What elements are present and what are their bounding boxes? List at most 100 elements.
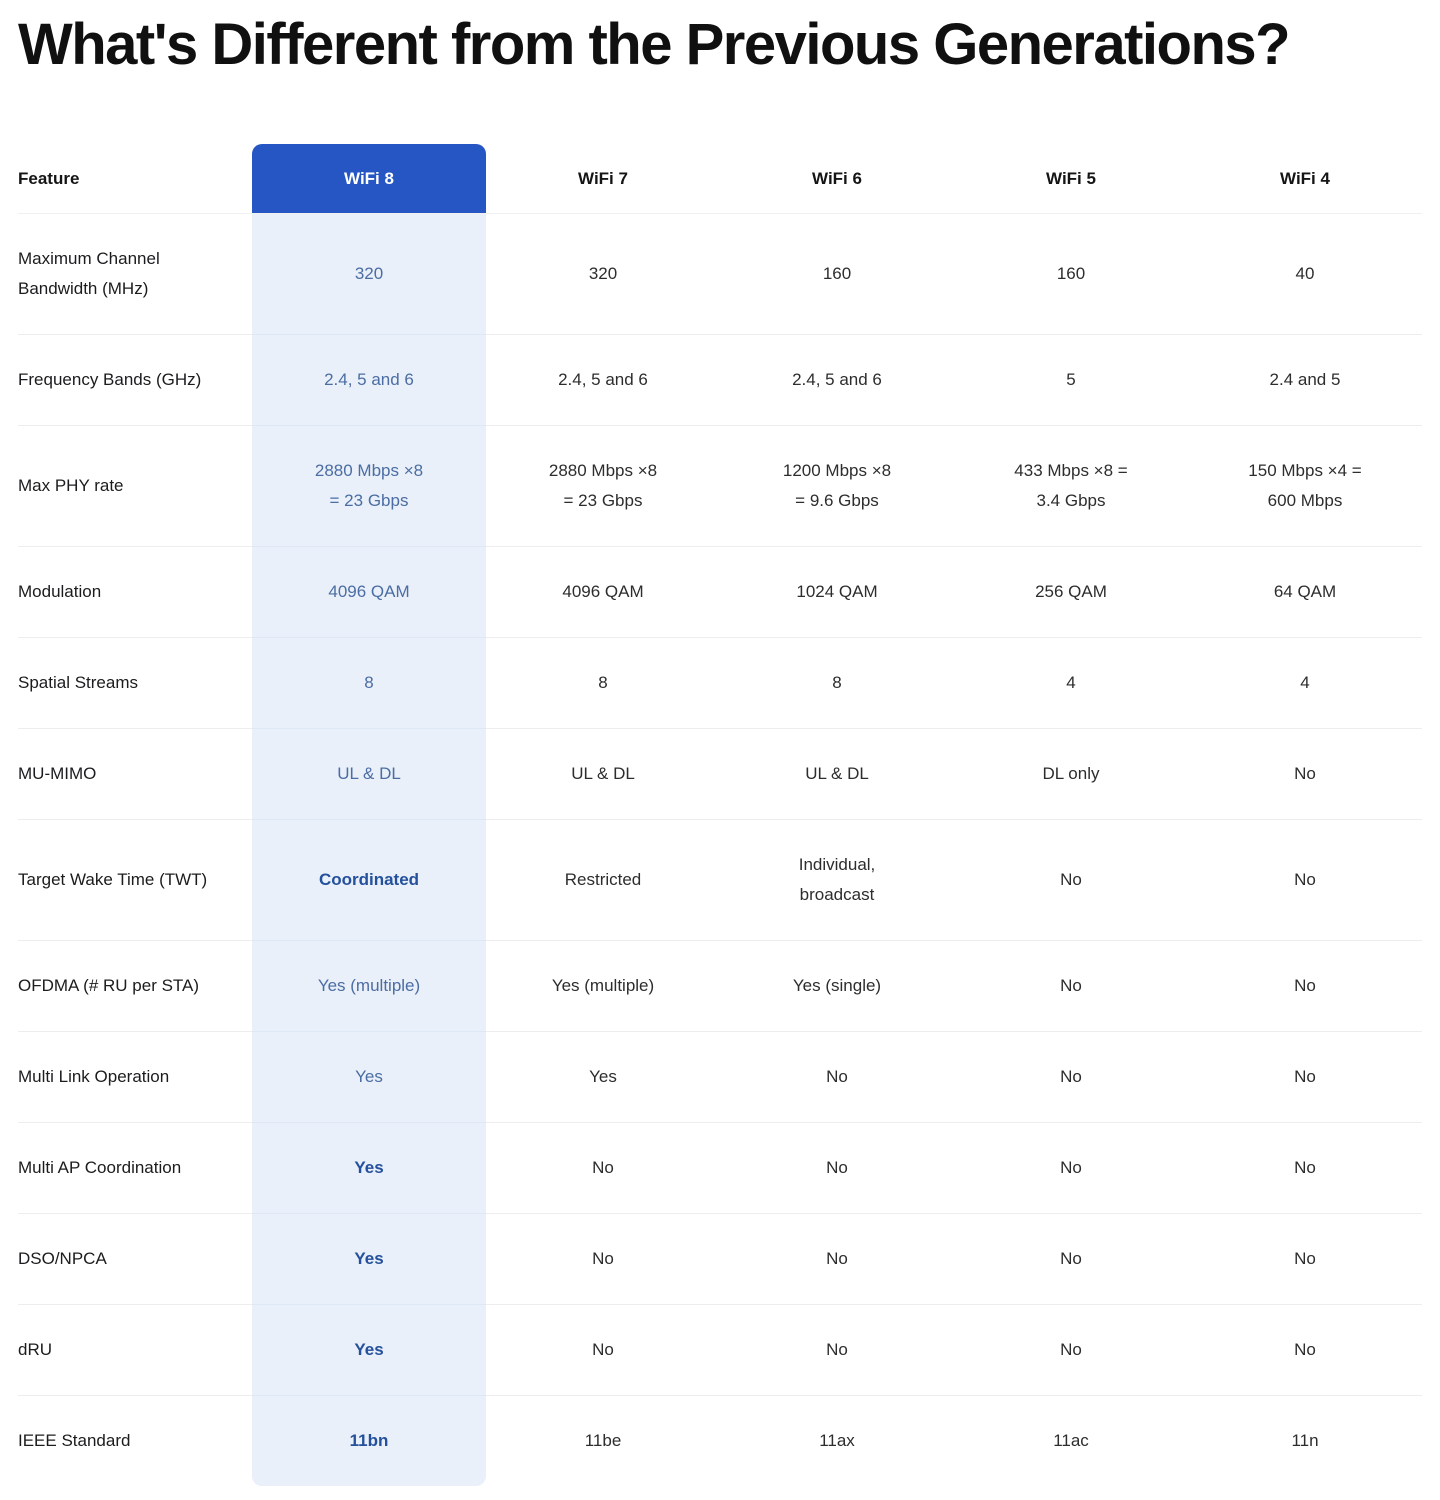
- wifi4-value-cell: 40: [1188, 214, 1422, 336]
- feature-label: Multi Link Operation: [18, 1032, 252, 1124]
- feature-label-text: MU-MIMO: [18, 764, 97, 784]
- wifi4-value-cell: 64 QAM: [1188, 547, 1422, 639]
- table-body: Maximum Channel Bandwidth (MHz) 320 320 160…: [18, 214, 1422, 1487]
- table-row: Modulation 4096 QAM 4096 QAM 1024 QAM 256 QA…: [18, 547, 1422, 639]
- column-header-wifi4: WiFi 4: [1188, 144, 1422, 215]
- wifi5-value-cell: 160: [954, 214, 1188, 336]
- wifi8-value-cell: 2.4, 5 and 6: [252, 335, 486, 427]
- wifi7-value-cell: 4096 QAM: [486, 547, 720, 639]
- wifi6-value-cell: 11ax: [819, 1431, 855, 1451]
- wifi6-value-cell: UL & DL: [720, 729, 954, 821]
- wifi8-value-cell: UL & DL: [252, 729, 486, 821]
- column-header-wifi5: WiFi 5: [954, 144, 1188, 215]
- feature-label: Frequency Bands (GHz): [18, 335, 252, 427]
- wifi7-value-cell: UL & DL: [486, 729, 720, 821]
- feature-label: Maximum Channel Bandwidth (MHz): [18, 214, 252, 336]
- feature-label-text: Target Wake Time (TWT): [18, 870, 208, 890]
- wifi6-value-cell: 1200 Mbps ×8 = 9.6 Gbps: [720, 426, 954, 548]
- wifi4-value-cell: 150 Mbps ×4 = 600 Mbps: [1188, 426, 1422, 548]
- table-row: Maximum Channel Bandwidth (MHz) 320 320 160…: [18, 214, 1422, 336]
- feature-label: Modulation: [18, 547, 252, 639]
- comparison-table: Feature WiFi 8 WiFi 7 WiFi 6 WiFi 5 WiFi…: [18, 144, 1422, 1487]
- table-row: Target Wake Time (TWT) Coordinated Restric…: [18, 820, 1422, 942]
- page-title: What's Different from the Previous Gener…: [18, 12, 1291, 77]
- feature-label: IEEE Standard: [18, 1396, 252, 1486]
- wifi5-value-cell: 11ac: [1053, 1431, 1089, 1451]
- wifi4-value-cell: 4: [1188, 638, 1422, 730]
- wifi5-value-cell: No: [954, 1305, 1188, 1397]
- feature-label: dRU: [18, 1305, 252, 1397]
- feature-label-text: Maximum Channel Bandwidth (MHz): [18, 249, 160, 299]
- wifi8-value-cell: 2880 Mbps ×8 = 23 Gbps: [252, 426, 486, 548]
- wifi4-value-cell: No: [1188, 1032, 1422, 1124]
- column-header-wifi8: WiFi 8: [252, 144, 486, 215]
- wifi8-value-cell: Yes (multiple): [252, 941, 486, 1033]
- feature-label: Max PHY rate: [18, 426, 252, 548]
- feature-label: Target Wake Time (TWT): [18, 820, 252, 942]
- table-row: MU-MIMO UL & DL UL & DL UL & DL DL only No: [18, 729, 1422, 821]
- wifi5-value-cell: 5: [954, 335, 1188, 427]
- feature-label-text: Modulation: [18, 582, 102, 602]
- feature-label-text: Multi AP Coordination: [18, 1158, 182, 1178]
- feature-column-header: Feature: [18, 144, 252, 215]
- feature-label: DSO/NPCA: [18, 1214, 252, 1306]
- wifi7-value-cell: Yes: [486, 1032, 720, 1124]
- wifi5-value-cell: 4: [954, 638, 1188, 730]
- wifi7-value-cell: 2880 Mbps ×8 = 23 Gbps: [486, 426, 720, 548]
- feature-label-text: Max PHY rate: [18, 476, 124, 496]
- wifi5-value-cell: No: [954, 1123, 1188, 1215]
- table-row: Multi AP Coordination Yes No No No No: [18, 1123, 1422, 1215]
- feature-label-text: IEEE Standard: [18, 1431, 131, 1451]
- feature-label: Spatial Streams: [18, 638, 252, 730]
- feature-label: MU-MIMO: [18, 729, 252, 821]
- wifi8-value-cell: Yes: [252, 1214, 486, 1306]
- wifi6-value-cell: No: [720, 1123, 954, 1215]
- wifi6-value-cell: Individual, broadcast: [720, 820, 954, 942]
- table-row: IEEE Standard 11bn 11be 11ax 11ac 11n: [18, 1396, 1422, 1487]
- wifi7-value-cell: No: [486, 1305, 720, 1397]
- wifi6-value-cell: No: [720, 1214, 954, 1306]
- feature-label-text: DSO/NPCA: [18, 1249, 107, 1269]
- wifi4-value-cell: No: [1188, 1123, 1422, 1215]
- feature-label: OFDMA (# RU per STA): [18, 941, 252, 1033]
- wifi5-value-cell: DL only: [954, 729, 1188, 821]
- column-header-wifi6: WiFi 6: [720, 144, 954, 215]
- wifi4-value-cell: No: [1188, 1305, 1422, 1397]
- wifi5-value-cell: No: [954, 941, 1188, 1033]
- wifi4-value-cell: 11n: [1291, 1431, 1319, 1451]
- wifi8-value-cell: 11bn: [252, 1396, 486, 1487]
- wifi5-value-cell: 256 QAM: [954, 547, 1188, 639]
- wifi8-value-cell: Coordinated: [252, 820, 486, 942]
- feature-label-text: OFDMA (# RU per STA): [18, 976, 200, 996]
- column-header-wifi7: WiFi 7: [486, 144, 720, 215]
- wifi8-value-cell: 320: [252, 214, 486, 336]
- wifi6-value-cell: No: [720, 1032, 954, 1124]
- feature-label: Multi AP Coordination: [18, 1123, 252, 1215]
- wifi4-value-cell: 2.4 and 5: [1188, 335, 1422, 427]
- wifi6-value-cell: 1024 QAM: [720, 547, 954, 639]
- feature-label-text: Multi Link Operation: [18, 1067, 170, 1087]
- feature-label-text: Frequency Bands (GHz): [18, 370, 202, 390]
- wifi7-value-cell: No: [486, 1123, 720, 1215]
- wifi7-value-cell: Restricted: [486, 820, 720, 942]
- table-row: Max PHY rate 2880 Mbps ×8 = 23 Gbps 2880 M…: [18, 426, 1422, 548]
- wifi4-value-cell: No: [1188, 729, 1422, 821]
- table-header-row: Feature WiFi 8 WiFi 7 WiFi 6 WiFi 5 WiFi…: [18, 144, 1422, 215]
- feature-label-text: Spatial Streams: [18, 673, 138, 693]
- wifi4-value-cell: No: [1188, 1214, 1422, 1306]
- wifi8-value-cell: 8: [252, 638, 486, 730]
- wifi6-value-cell: 2.4, 5 and 6: [720, 335, 954, 427]
- wifi4-value-cell: No: [1188, 941, 1422, 1033]
- wifi7-value-cell: Yes (multiple): [486, 941, 720, 1033]
- table-row: OFDMA (# RU per STA) Yes (multiple) Yes (m…: [18, 941, 1422, 1033]
- wifi8-value-cell: Yes: [252, 1032, 486, 1124]
- wifi5-value-cell: No: [954, 1032, 1188, 1124]
- wifi6-value-cell: No: [720, 1305, 954, 1397]
- wifi6-value-cell: 160: [720, 214, 954, 336]
- wifi5-value-cell: 433 Mbps ×8 = 3.4 Gbps: [954, 426, 1188, 548]
- table-row: Frequency Bands (GHz) 2.4, 5 and 6 2.4, 5 …: [18, 335, 1422, 427]
- wifi7-value-cell: 8: [486, 638, 720, 730]
- table-row: Spatial Streams 8 8 8 4 4: [18, 638, 1422, 730]
- wifi8-value-cell: Yes: [252, 1305, 486, 1397]
